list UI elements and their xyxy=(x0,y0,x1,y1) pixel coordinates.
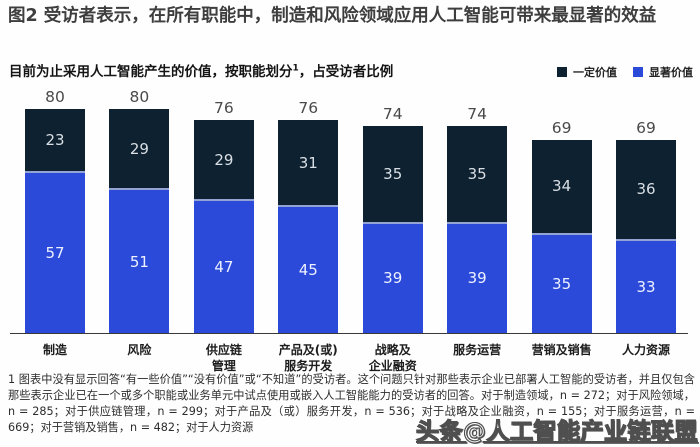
bar-segment-certain-value-label: 31 xyxy=(298,153,318,172)
watermark-text: 头条@人工智能产业链联盟 xyxy=(415,418,698,445)
bar-segment-certain-value: 29 xyxy=(109,109,170,191)
bar-segment-certain-value-label: 29 xyxy=(214,150,234,169)
bar-segment-certain-value-label: 36 xyxy=(636,180,656,199)
stacked-bar-chart: 80 23 57 制造 80 29 51 风险 76 29 47 供应链 管理 … xyxy=(0,88,700,373)
bar-total-label: 80 xyxy=(45,88,65,106)
bar-segment-certain-value: 29 xyxy=(193,120,254,202)
legend-label-certain-value: 一定价值 xyxy=(573,66,617,79)
chart-subtitle-rest: ，占受访者比例 xyxy=(298,64,394,80)
bar-segment-significant-value-label: 57 xyxy=(45,244,65,263)
bar-segment-significant-value: 39 xyxy=(362,223,423,333)
figure-title: 图2 受访者表示，在所有职能中，制造和风险领域应用人工智能可带来最显著的效益 xyxy=(8,6,657,26)
category-axis-label: 服务运营 xyxy=(453,343,502,357)
bar-segment-significant-value-label: 45 xyxy=(298,261,318,279)
category-axis-label: 制造 xyxy=(42,343,67,357)
legend-swatch-significant-value xyxy=(633,67,643,77)
bar-segment-certain-value: 31 xyxy=(278,120,339,207)
bar-group: 69 36 33 人力资源 xyxy=(616,119,676,357)
bar-group: 80 29 51 风险 xyxy=(109,88,170,357)
bar-group: 69 34 35 营销及销售 xyxy=(531,119,592,357)
bar-segment-certain-value-label: 34 xyxy=(552,177,572,196)
bar-segment-certain-value-label: 29 xyxy=(129,139,149,158)
bar-segment-certain-value-label: 35 xyxy=(383,164,403,183)
category-axis-label: 供应链 管理 xyxy=(205,343,242,374)
bar-group: 76 29 47 供应链 管理 xyxy=(193,99,254,373)
bar-segment-certain-value-label: 23 xyxy=(45,131,65,150)
bar-total-label: 76 xyxy=(298,99,319,118)
legend-item-certain-value: 一定价值 xyxy=(557,64,617,80)
bar-total-label: 74 xyxy=(382,104,403,123)
bar-segment-significant-value-label: 47 xyxy=(214,258,234,277)
bar-segment-significant-value-label: 51 xyxy=(129,252,149,271)
bar-segment-significant-value-label: 33 xyxy=(636,277,656,296)
bar-segment-significant-value-label: 39 xyxy=(467,269,487,288)
footnote-text: 1 图表中没有显示回答“有一些价值”“没有价值”或“不知道”的受访者。这个问题只… xyxy=(8,373,695,434)
footnote-superscript: 1 xyxy=(292,63,299,74)
bar-total-label: 76 xyxy=(213,99,234,118)
chart-subtitle: 目前为止采用人工智能产生的价值，按职能划分1，占受访者比例 xyxy=(9,60,394,81)
bar-segment-significant-value: 45 xyxy=(278,207,339,333)
bar-segment-significant-value: 47 xyxy=(193,201,254,333)
bar-total-label: 69 xyxy=(636,118,656,137)
chart-legend: 一定价值 显著价值 xyxy=(557,64,693,80)
legend-swatch-certain-value xyxy=(557,67,567,77)
bar-group: 74 35 39 战略及 企业融资 xyxy=(362,105,423,373)
category-axis-label: 产品及(或) 服务开发 xyxy=(278,343,338,374)
category-axis-label: 人力资源 xyxy=(621,343,670,357)
legend-item-significant-value: 显著价值 xyxy=(633,64,693,80)
bar-group: 76 31 45 产品及(或) 服务开发 xyxy=(278,99,339,373)
category-axis-label: 战略及 企业融资 xyxy=(368,343,417,374)
bar-group: 80 23 57 制造 xyxy=(25,88,85,357)
bar-segment-significant-value: 39 xyxy=(447,223,508,333)
category-axis-label: 风险 xyxy=(127,343,152,357)
bar-segment-significant-value: 35 xyxy=(531,235,592,333)
bar-segment-significant-value: 57 xyxy=(25,173,85,333)
bar-total-label: 80 xyxy=(129,88,150,106)
chart-subtitle-main: 目前为止采用人工智能产生的价值，按职能划分 xyxy=(9,64,293,80)
bar-segment-certain-value-label: 35 xyxy=(467,164,487,183)
bar-total-label: 74 xyxy=(467,104,487,123)
x-axis-line xyxy=(10,333,688,334)
bar-total-label: 69 xyxy=(551,118,572,137)
bar-segment-significant-value: 51 xyxy=(109,190,170,333)
bar-segment-significant-value-label: 35 xyxy=(552,275,572,293)
bar-segment-certain-value: 34 xyxy=(531,139,592,235)
bar-segment-certain-value: 23 xyxy=(25,109,85,174)
category-axis-label: 营销及销售 xyxy=(531,343,592,357)
bar-segment-significant-value-label: 39 xyxy=(383,269,403,288)
bar-segment-certain-value: 36 xyxy=(616,139,676,241)
bar-segment-certain-value: 35 xyxy=(447,125,508,224)
bar-segment-certain-value: 35 xyxy=(362,125,423,224)
bar-group: 74 35 39 服务运营 xyxy=(447,105,508,357)
legend-label-significant-value: 显著价值 xyxy=(649,66,693,79)
bar-segment-significant-value: 33 xyxy=(616,240,676,333)
